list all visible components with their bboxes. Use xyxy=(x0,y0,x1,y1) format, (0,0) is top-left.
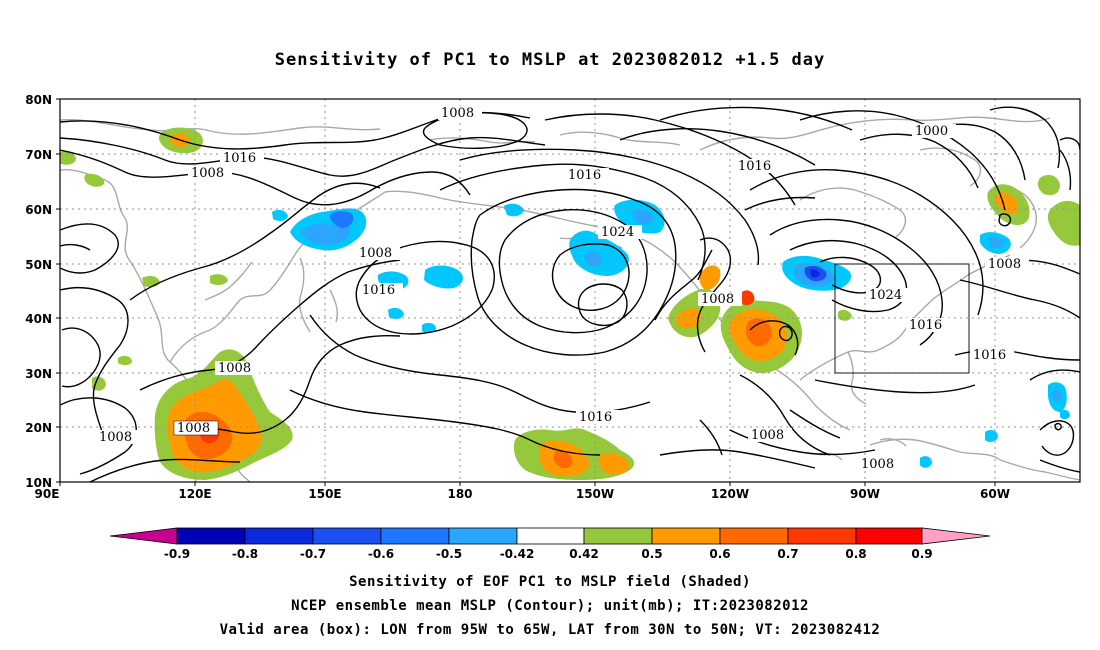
lon-label: 150E xyxy=(308,487,341,501)
colorbar-max-arrow xyxy=(921,527,991,545)
colorbar-label: 0.9 xyxy=(911,547,932,561)
lon-label: 90W xyxy=(850,487,880,501)
lat-label: 40N xyxy=(25,312,52,326)
lon-label: 180 xyxy=(447,487,472,501)
contour-label: 1008 xyxy=(988,257,1021,272)
latitude-labels: 80N 70N 60N 50N 40N 30N 20N 10N xyxy=(25,93,52,490)
colorbar-label: 0.8 xyxy=(845,547,866,561)
colorbar-label: -0.8 xyxy=(232,547,258,561)
colorbar-label: 0.7 xyxy=(777,547,798,561)
lon-label: 90E xyxy=(35,487,60,501)
colorbar-segment xyxy=(244,527,314,545)
contour-label: 1008 xyxy=(861,457,894,472)
chart-title: Sensitivity of PC1 to MSLP at 2023082012… xyxy=(274,50,826,70)
contour-label: 1008 xyxy=(701,292,734,307)
lat-label: 10N xyxy=(25,476,52,490)
longitude-labels: 90E 120E 150E 180 150W 120W 90W 60W xyxy=(35,487,1010,501)
contour-label: 1016 xyxy=(568,168,601,183)
colorbar-segment xyxy=(583,527,653,545)
contour-label: 1008 xyxy=(177,421,210,436)
contour-label: 1008 xyxy=(441,106,474,121)
lat-label: 30N xyxy=(25,367,52,381)
colorbar-label: -0.42 xyxy=(500,547,535,561)
lat-label: 50N xyxy=(25,258,52,272)
lat-label: 70N xyxy=(25,148,52,162)
colorbar-segment xyxy=(312,527,382,545)
valid-area-box xyxy=(834,263,970,374)
colorbar-label: 0.6 xyxy=(709,547,730,561)
contour-label: 1016 xyxy=(362,283,395,298)
lat-label: 80N xyxy=(25,93,52,107)
contour-label: 1016 xyxy=(973,348,1006,363)
colorbar-segment xyxy=(448,527,518,545)
caption-shading: Sensitivity of EOF PC1 to MSLP field (Sh… xyxy=(349,574,751,590)
colorbar-label: -0.5 xyxy=(436,547,462,561)
contour-label: 1016 xyxy=(909,318,942,333)
contour-label: 1024 xyxy=(601,225,634,240)
contour-label: 1016 xyxy=(223,151,256,166)
contour-labels: 1008 1016 1008 1008 1016 1016 1008 1024 … xyxy=(96,106,1029,472)
contour-label: 1008 xyxy=(359,246,392,261)
contour-label: 1000 xyxy=(915,124,948,139)
colorbar-segment xyxy=(176,527,246,545)
contour-label: 1008 xyxy=(751,428,784,443)
contour-label: 1008 xyxy=(191,166,224,181)
caption-contour: NCEP ensemble mean MSLP (Contour); unit(… xyxy=(291,598,809,614)
contour-label: 1016 xyxy=(738,159,771,174)
colorbar-segment xyxy=(855,527,923,545)
contour-label: 1008 xyxy=(99,430,132,445)
mslp-contours xyxy=(60,106,1080,482)
lat-label: 60N xyxy=(25,203,52,217)
contour-label: 1008 xyxy=(218,361,251,376)
lon-label: 120E xyxy=(178,487,211,501)
colorbar-segment xyxy=(787,527,857,545)
lon-label: 150W xyxy=(576,487,614,501)
colorbar-segment xyxy=(651,527,721,545)
colorbar-label: 0.42 xyxy=(569,547,599,561)
axis-ticks xyxy=(56,98,996,486)
lat-label: 20N xyxy=(25,421,52,435)
colorbar-label: 0.5 xyxy=(641,547,662,561)
colorbar xyxy=(109,527,991,545)
colorbar-segment xyxy=(719,527,789,545)
colorbar-segment xyxy=(380,527,450,545)
colorbar-label: -0.7 xyxy=(300,547,326,561)
colorbar-min-arrow xyxy=(109,527,178,545)
contour-label: 1016 xyxy=(579,410,612,425)
colorbar-label: -0.9 xyxy=(164,547,190,561)
contour-label: 1024 xyxy=(869,288,902,303)
colorbar-segment xyxy=(516,527,585,545)
colorbar-labels: -0.9 -0.8 -0.7 -0.6 -0.5 -0.42 0.42 0.5 … xyxy=(164,547,933,561)
lon-label: 60W xyxy=(980,487,1010,501)
lon-label: 120W xyxy=(711,487,749,501)
map-border xyxy=(59,98,1081,483)
colorbar-label: -0.6 xyxy=(368,547,394,561)
caption-valid-area: Valid area (box): LON from 95W to 65W, L… xyxy=(219,622,881,638)
